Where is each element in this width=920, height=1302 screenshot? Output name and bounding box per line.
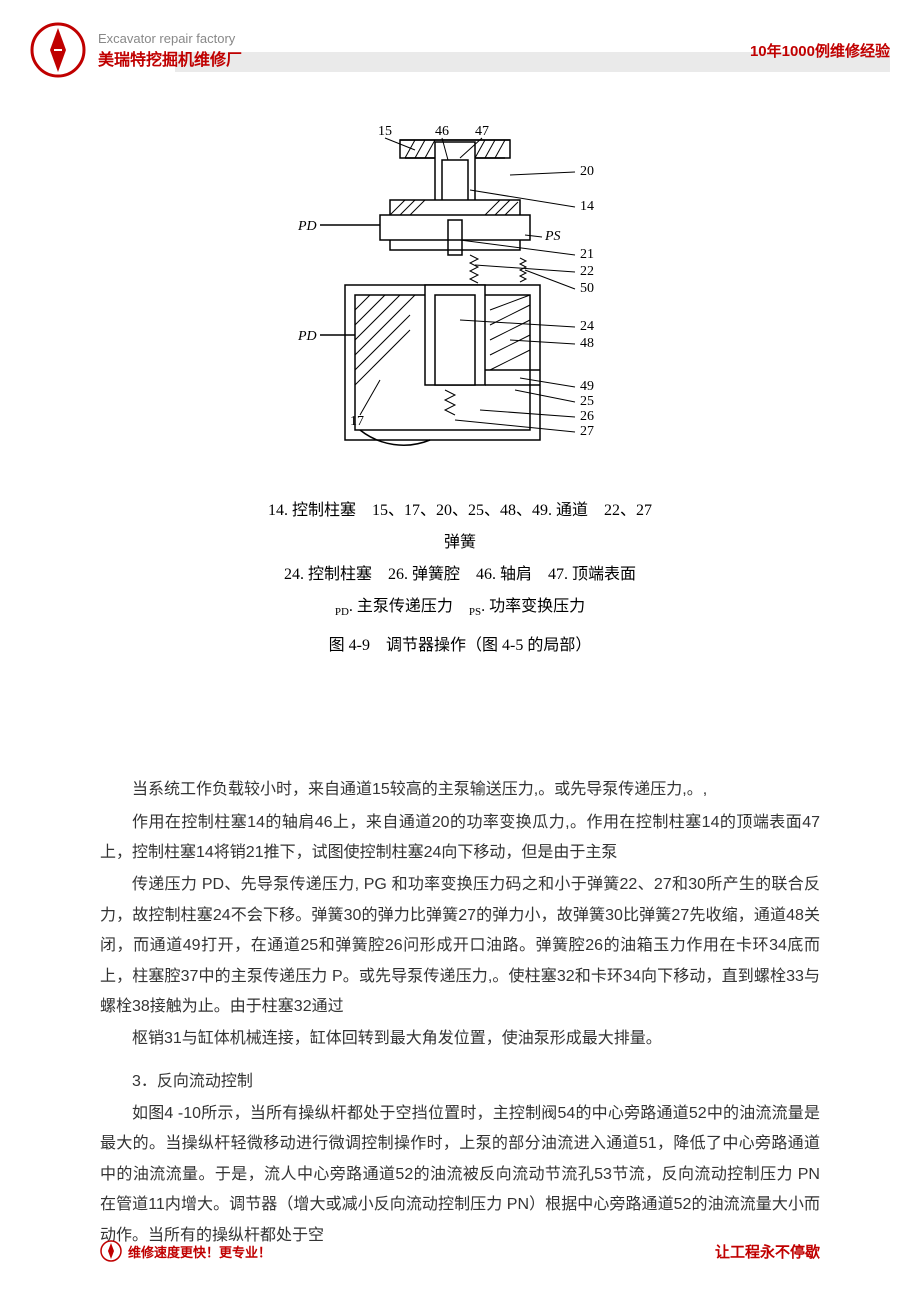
label-49: 49 [580,379,594,394]
label-pd-2: PD [297,329,317,344]
label-50: 50 [580,281,594,296]
diagram-caption: 图 4-9 调节器操作（图 4-5 的局部） [260,631,660,655]
footer-left: 维修速度更快！更专业！ [100,1240,271,1262]
diagram-box: 15 46 47 20 14 PS 21 22 50 24 [260,120,660,655]
legend-line-1: 14. 控制柱塞 15、17、20、25、48、49. 通道 22、27 弹簧 [260,495,660,559]
paragraph-3: 传递压力 PD、先导泵传递压力, PG 和功率变换压力码之和小于弹簧22、27和… [100,870,820,1022]
header-left: Excavator repair factory 美瑞特挖掘机维修厂 [30,22,242,78]
diagram-container: 15 46 47 20 14 PS 21 22 50 24 [0,120,920,655]
paragraph-1: 当系统工作负载较小时，来自通道15较高的主泵输送压力,。或先导泵传递压力,。, [100,775,820,805]
label-14: 14 [580,199,594,214]
label-48: 48 [580,336,594,351]
body-text: 当系统工作负载较小时，来自通道15较高的主泵输送压力,。或先导泵传递压力,。, … [0,775,920,1251]
paragraph-5: 如图4 -10所示，当所有操纵杆都处于空挡位置时，主控制阀54的中心旁路通道52… [100,1099,820,1251]
footer-left-text: 维修速度更快！更专业！ [128,1242,271,1261]
legend-line-2: 24. 控制柱塞 26. 弹簧腔 46. 轴肩 47. 顶端表面 [260,559,660,591]
label-15: 15 [378,124,392,139]
page-footer: 维修速度更快！更专业！ 让工程永不停歇 [0,1240,920,1262]
label-25: 25 [580,394,594,409]
paragraph-2: 作用在控制柱塞14的轴肩46上，来自通道20的功率变换瓜力,。作用在控制柱塞14… [100,808,820,869]
diagram-svg: 15 46 47 20 14 PS 21 22 50 24 [260,120,660,480]
label-26: 26 [580,409,594,424]
label-17: 17 [350,414,364,429]
page-header: Excavator repair factory 美瑞特挖掘机维修厂 10年10… [0,0,920,80]
header-tagline: 10年1000例维修经验 [750,40,890,61]
company-logo [30,22,86,78]
company-name-en: Excavator repair factory [98,31,242,46]
label-24: 24 [580,319,594,334]
label-46: 46 [435,124,449,139]
label-ps: PS [544,229,561,244]
footer-logo-icon [100,1240,122,1262]
company-name-cn: 美瑞特挖掘机维修厂 [98,46,242,70]
label-pd-1: PD [297,219,317,234]
paragraph-4: 枢销31与缸体机械连接，缸体回转到最大角发位置，使油泵形成最大排量。 [100,1024,820,1054]
label-21: 21 [580,247,594,262]
section-title: 3．反向流动控制 [100,1067,820,1097]
diagram-legend: 14. 控制柱塞 15、17、20、25、48、49. 通道 22、27 弹簧 … [260,495,660,623]
label-27: 27 [580,424,594,439]
label-47: 47 [475,124,489,139]
label-20: 20 [580,164,594,179]
footer-right-text: 让工程永不停歇 [715,1241,820,1262]
label-22: 22 [580,264,594,279]
legend-line-3: PD. 主泵传递压力 PS. 功率变换压力 [260,591,660,623]
header-text-block: Excavator repair factory 美瑞特挖掘机维修厂 [98,31,242,70]
